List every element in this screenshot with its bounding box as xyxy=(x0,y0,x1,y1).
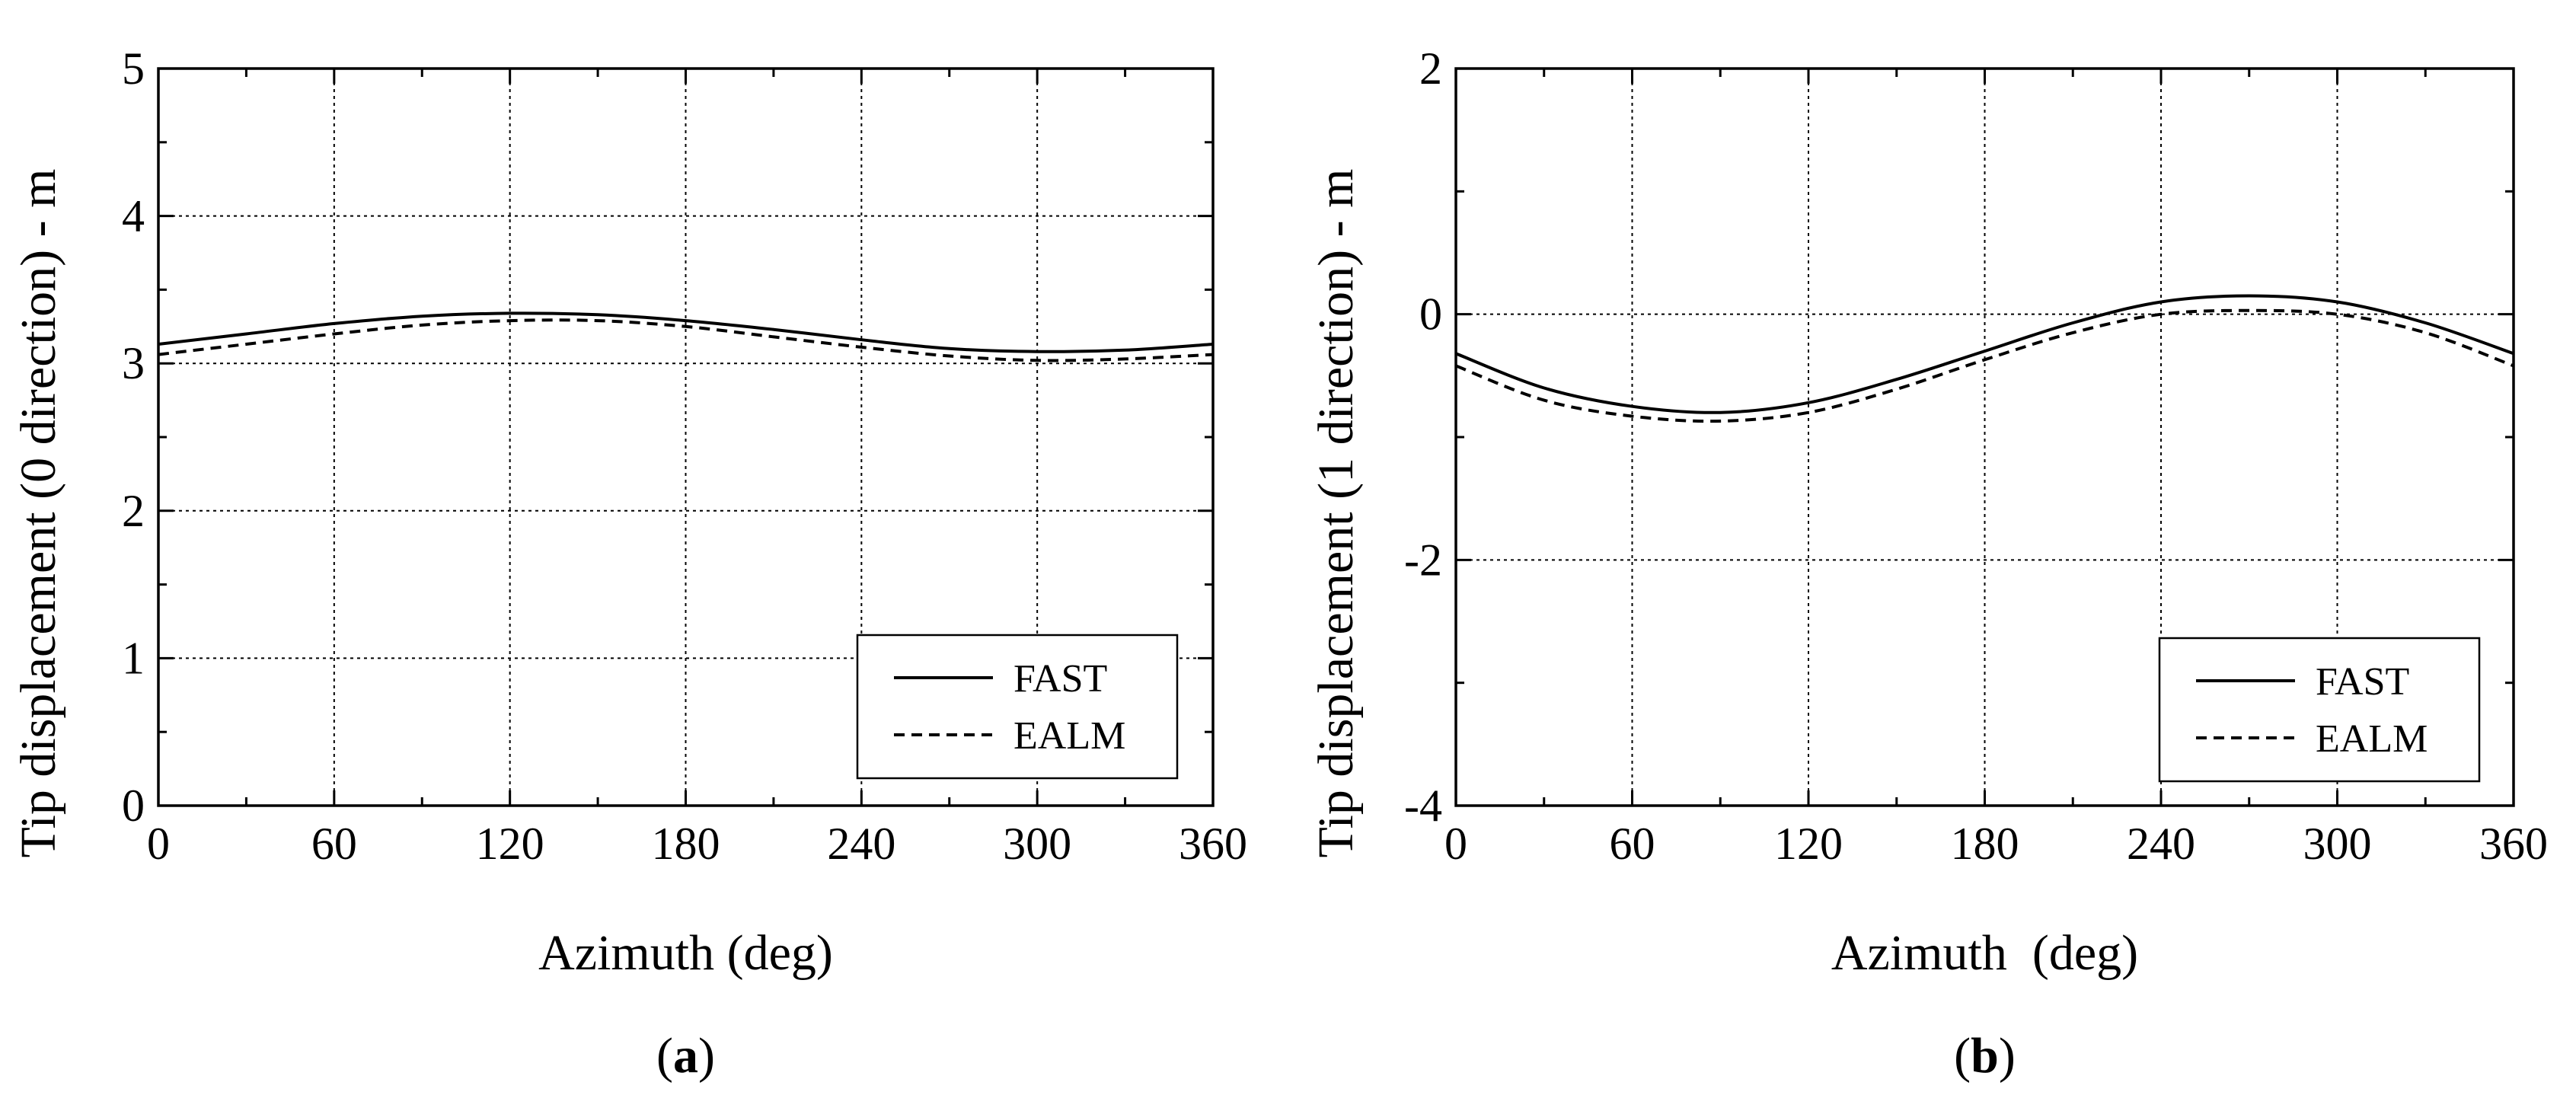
legend-label: EALM xyxy=(2316,717,2428,761)
x-tick-label: 0 xyxy=(147,819,170,869)
legend-box xyxy=(856,634,1179,780)
legend-box xyxy=(2158,637,2481,783)
y-tick-label: 3 xyxy=(122,338,145,388)
legend-label: FAST xyxy=(1013,657,1107,701)
panel-b: 0 60 120 180 240 300 360 -4 -2 0 2 Azimuth (deg) Tip… xyxy=(1308,43,2548,1084)
x-tick-label: 360 xyxy=(1179,819,1247,869)
y-tick-label: 5 xyxy=(122,43,145,94)
x-tick-label: 0 xyxy=(1444,819,1467,869)
series-line-ealm xyxy=(158,318,1213,362)
x-tick-label: 300 xyxy=(1003,819,1071,869)
y-tick-label: 1 xyxy=(122,633,145,683)
x-tick-label: 60 xyxy=(1610,819,1655,869)
series-line-fast xyxy=(1456,294,2514,414)
y-tick-label: 0 xyxy=(1419,289,1442,340)
y-tick-label: -4 xyxy=(1404,781,1442,831)
series-line-ealm xyxy=(1456,308,2514,423)
caption-letter: a xyxy=(673,1028,698,1084)
caption-letter: b xyxy=(1971,1028,1999,1084)
x-tick-label: 120 xyxy=(476,819,544,869)
x-tick-label: 120 xyxy=(1774,819,1843,869)
y-axis-label: Tip displacement (0 direction) - m xyxy=(11,169,66,858)
x-tick-label: 180 xyxy=(652,819,720,869)
y-tick-label: 2 xyxy=(122,486,145,536)
series-line-fast xyxy=(158,311,1213,353)
y-tick-label: 0 xyxy=(122,781,145,831)
x-axis-label: Azimuth (deg) xyxy=(538,925,833,981)
plot-frame xyxy=(1454,67,2515,807)
y-tick-label: 4 xyxy=(122,191,145,241)
y-tick-label: 2 xyxy=(1419,43,1442,94)
panel-a: 0 60 120 180 240 300 360 0 1 2 3 4 5 Azimuth (deg) Tip… xyxy=(11,43,1247,1084)
panel-caption: (a) xyxy=(656,1028,715,1084)
y-axis-label: Tip displacement (1 direction) - m xyxy=(1308,169,1364,858)
x-tick-label: 300 xyxy=(2303,819,2372,869)
x-tick-label: 60 xyxy=(311,819,357,869)
legend-label: EALM xyxy=(1013,714,1125,758)
x-tick-label: 240 xyxy=(827,819,895,869)
x-axis-label: Azimuth (deg) xyxy=(1831,925,2138,981)
x-tick-label: 180 xyxy=(1951,819,2019,869)
x-tick-label: 240 xyxy=(2127,819,2195,869)
panel-caption: (b) xyxy=(1954,1028,2016,1084)
y-tick-label: -2 xyxy=(1404,535,1442,585)
x-tick-label: 360 xyxy=(2479,819,2548,869)
legend-label: FAST xyxy=(2316,660,2409,704)
plot-frame xyxy=(157,67,1215,807)
